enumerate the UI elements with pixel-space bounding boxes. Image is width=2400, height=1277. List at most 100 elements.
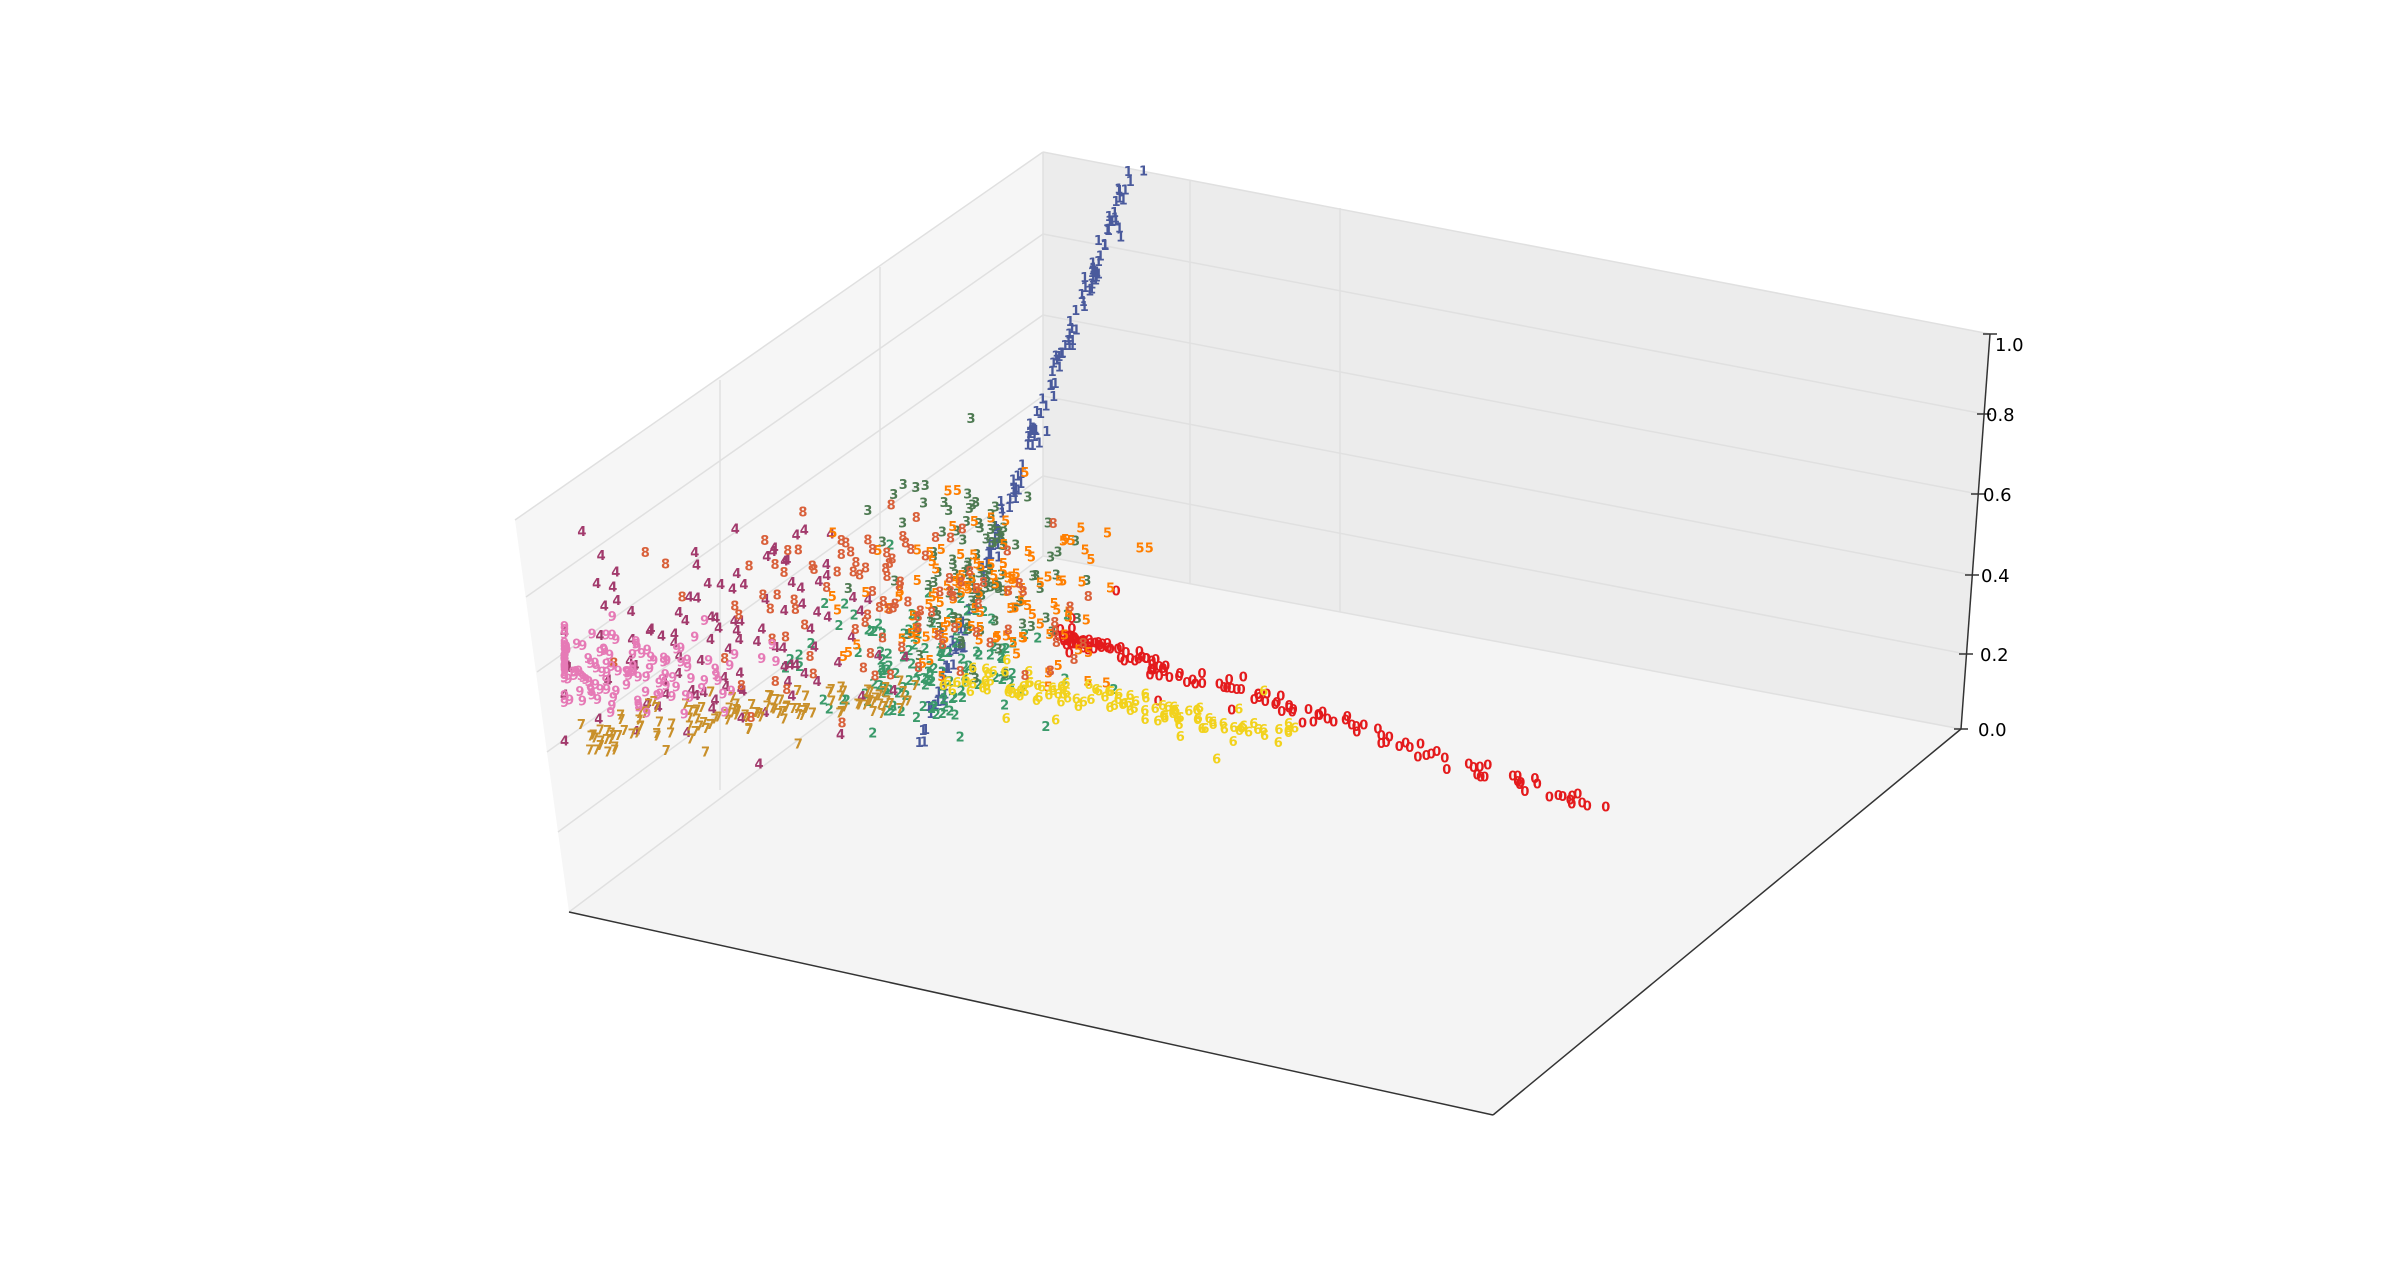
digit-point-9: 9: [596, 683, 605, 698]
digit-point-7: 7: [602, 733, 611, 748]
digit-point-4: 4: [563, 659, 572, 674]
digit-point-1: 1: [1028, 439, 1037, 454]
digit-point-4: 4: [737, 682, 746, 697]
digit-point-0: 0: [1469, 761, 1478, 776]
digit-point-3: 3: [890, 574, 899, 589]
digit-point-6: 6: [1234, 702, 1243, 717]
digit-point-2: 2: [878, 667, 887, 682]
digit-point-1: 1: [964, 603, 973, 618]
digit-point-0: 0: [1066, 630, 1075, 645]
digit-point-4: 4: [611, 565, 620, 580]
digit-point-6: 6: [1159, 709, 1168, 724]
digit-point-9: 9: [581, 673, 590, 688]
digit-point-9: 9: [592, 661, 601, 676]
digit-point-6: 6: [1091, 683, 1100, 698]
digit-point-6: 6: [1158, 699, 1167, 714]
digit-point-7: 7: [899, 685, 908, 700]
digit-point-3: 3: [967, 412, 976, 427]
grid-line: [1042, 395, 1973, 576]
digit-point-1: 1: [969, 579, 978, 594]
digit-point-6: 6: [1141, 713, 1150, 728]
digit-point-8: 8: [1066, 600, 1075, 615]
digit-point-7: 7: [881, 681, 890, 696]
digit-point-2: 2: [974, 678, 983, 693]
digit-point-5: 5: [1028, 608, 1037, 623]
digit-point-6: 6: [1118, 698, 1127, 713]
digit-point-2: 2: [781, 662, 790, 677]
digit-point-1: 1: [940, 688, 949, 703]
digit-point-4: 4: [813, 605, 822, 620]
digit-point-3: 3: [953, 587, 962, 602]
digit-point-7: 7: [886, 697, 895, 712]
digit-point-7: 7: [692, 703, 701, 718]
digit-point-0: 0: [1175, 667, 1184, 682]
digit-point-7: 7: [879, 700, 888, 715]
digit-point-4: 4: [813, 675, 822, 690]
digit-point-2: 2: [938, 646, 947, 661]
digit-point-7: 7: [725, 701, 734, 716]
digit-point-2: 2: [926, 675, 935, 690]
digit-point-6: 6: [1104, 685, 1113, 700]
digit-point-1: 1: [919, 724, 928, 739]
digit-point-4: 4: [703, 577, 712, 592]
digit-point-3: 3: [952, 525, 961, 540]
digit-point-4: 4: [762, 550, 771, 565]
digit-point-8: 8: [889, 602, 898, 617]
digit-point-4: 4: [874, 649, 883, 664]
digit-point-9: 9: [560, 637, 569, 652]
digit-point-7: 7: [620, 724, 629, 739]
digit-point-2: 2: [854, 646, 863, 661]
digit-point-3: 3: [912, 626, 921, 641]
digit-point-7: 7: [752, 706, 761, 721]
digit-point-7: 7: [776, 693, 785, 708]
digit-point-7: 7: [782, 700, 791, 715]
digit-point-9: 9: [602, 628, 611, 643]
digit-point-0: 0: [1068, 632, 1077, 647]
digit-point-6: 6: [982, 680, 991, 695]
digit-point-1: 1: [1092, 265, 1101, 280]
digit-point-3: 3: [991, 579, 1000, 594]
digit-point-9: 9: [562, 643, 571, 658]
digit-point-2: 2: [861, 688, 870, 703]
digit-point-2: 2: [932, 708, 941, 723]
digit-point-4: 4: [631, 725, 640, 740]
digit-point-4: 4: [674, 667, 683, 682]
digit-point-7: 7: [861, 699, 870, 714]
digit-point-4: 4: [800, 667, 809, 682]
digit-point-8: 8: [781, 631, 790, 646]
digit-point-7: 7: [756, 711, 765, 726]
digit-point-7: 7: [609, 729, 618, 744]
digit-point-8: 8: [895, 579, 904, 594]
digit-point-4: 4: [779, 642, 788, 657]
digit-point-7: 7: [837, 705, 846, 720]
digit-point-7: 7: [866, 686, 875, 701]
digit-point-7: 7: [641, 706, 650, 721]
digit-point-2: 2: [913, 665, 922, 680]
digit-point-0: 0: [1377, 729, 1386, 744]
digit-point-8: 8: [783, 544, 792, 559]
digit-point-8: 8: [810, 563, 819, 578]
digit-point-3: 3: [965, 502, 974, 517]
digit-point-0: 0: [1413, 750, 1422, 765]
digit-point-0: 0: [1343, 710, 1352, 725]
digit-point-7: 7: [592, 743, 601, 758]
digit-point-6: 6: [1024, 676, 1033, 691]
digit-point-6: 6: [1160, 711, 1169, 726]
digit-point-9: 9: [661, 668, 670, 683]
digit-point-3: 3: [863, 504, 872, 519]
digit-point-0: 0: [1314, 708, 1323, 723]
digit-point-9: 9: [633, 640, 642, 655]
digit-point-4: 4: [780, 660, 789, 675]
digit-point-6: 6: [1253, 723, 1262, 738]
digit-point-6: 6: [1124, 697, 1133, 712]
digit-point-7: 7: [616, 708, 625, 723]
digit-point-1: 1: [1010, 486, 1019, 501]
digit-point-3: 3: [933, 609, 942, 624]
digit-point-1: 1: [1036, 407, 1045, 422]
digit-point-7: 7: [636, 720, 645, 735]
digit-point-7: 7: [778, 705, 787, 720]
digit-point-4: 4: [834, 656, 843, 671]
digit-point-7: 7: [633, 727, 642, 742]
digit-point-3: 3: [950, 611, 959, 626]
digit-point-8: 8: [1079, 637, 1088, 652]
